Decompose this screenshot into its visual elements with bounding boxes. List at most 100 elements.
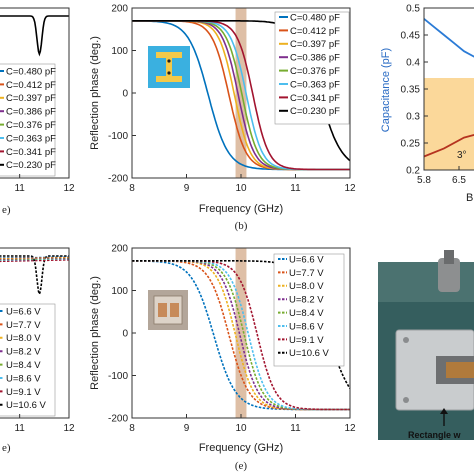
chart-right-top-ytick-6: 0.2: [406, 166, 420, 177]
chart-left-top-legend-label-2: C=0.397 pF: [6, 93, 56, 104]
chart-left-bottom-legend-label-0: U=6.6 V: [6, 306, 41, 317]
chart-e-legend-label-7: U=10.6 V: [289, 348, 330, 359]
chart-left-top-legend-label-7: C=0.230 pF: [6, 160, 56, 171]
chart-e-ytick-3: -100: [108, 371, 128, 382]
chart-right-top-xlabel: B: [466, 192, 473, 204]
photo-label: Rectangle w: [408, 430, 462, 440]
chart-right-top-ytick-5: 0.25: [401, 139, 421, 150]
chart-left-top: C=0.480 pF C=0.412 pF C=0.397 pF C=0.386 pF…: [0, 7, 75, 216]
chart-b-ytick-2: 0: [122, 89, 128, 100]
chart-e-ytick-4: -200: [108, 414, 128, 425]
chart-e-xtick-2: 10: [235, 423, 247, 434]
chart-b-caption: (b): [235, 220, 248, 232]
chart-right-top: 0.5 0.45 0.4 0.35 0.3 0.25 0.25.8 6.5 Capacitan…: [380, 4, 474, 204]
chart-e-band: [235, 248, 247, 418]
chart-left-bottom-legend-label-7: U=10.6 V: [6, 400, 47, 411]
chart-right-top-ytick-0: 0.5: [406, 4, 420, 15]
sample-inset-icon: [148, 290, 188, 330]
chart-left-top-legend-label-4: C=0.376 pF: [6, 120, 56, 131]
chart-b-legend-label-2: C=0.397 pF: [290, 39, 340, 50]
chart-b-series-group: [132, 20, 351, 171]
chart-right-top-ylabel: Capacitance (pF): [380, 48, 392, 132]
chart-left-bottom-legend-label-5: U=8.6 V: [6, 373, 41, 384]
chart-e-legend-label-6: U=9.1 V: [289, 335, 324, 346]
chart-e-xtick-0: 8: [129, 423, 135, 434]
chart-b-ytick-3: -100: [108, 131, 128, 142]
chart-left-bottom-flat-series-1: [0, 256, 70, 260]
chart-right-top-series-0: [423, 18, 474, 58]
chart-right-top-ytick-3: 0.35: [401, 85, 421, 96]
chart-b-xlabel: Frequency (GHz): [199, 203, 283, 215]
chart-left-bottom-flat-series-6: [0, 259, 70, 263]
chart-left-top-legend-label-6: C=0.341 pF: [6, 147, 56, 158]
chart-e-xtick-3: 11: [290, 423, 301, 434]
chart-b-ytick-1: 100: [111, 46, 128, 57]
chart-e-xlabel: Frequency (GHz): [199, 442, 283, 454]
chart-e-xtick-1: 9: [184, 423, 190, 434]
chart-b-xtick-2: 10: [235, 183, 247, 194]
chart-b-ytick-0: 200: [111, 4, 128, 15]
chart-b-legend-label-3: C=0.386 pF: [290, 53, 340, 64]
chart-e-ytick-2: 0: [122, 329, 128, 340]
chart-right-top-series-1: [423, 133, 474, 158]
chart-left-bottom-xtick-1: 12: [63, 423, 75, 434]
chart-b-xtick-0: 8: [129, 183, 135, 194]
chart-left-bottom-panel-label: e): [2, 442, 11, 454]
chart-e-legend-label-3: U=8.2 V: [289, 295, 324, 306]
chart-left-bottom-legend-label-1: U=7.7 V: [6, 320, 41, 331]
chart-left-bottom-legend-label-2: U=8.0 V: [6, 333, 41, 344]
chart-left-bottom-legend-label-6: U=9.1 V: [6, 387, 41, 398]
chart-e-legend-label-0: U=6.6 V: [289, 254, 324, 265]
chart-left-bottom: U=6.6 V U=7.7 V U=8.0 V U=8.2 V U=8.4 V U=8.6…: [0, 247, 75, 454]
unit-cell-icon: [148, 46, 190, 88]
chart-b-ylabel: Reflection phase (deg.): [89, 36, 101, 150]
chart-left-top-legend-label-3: C=0.386 pF: [6, 107, 56, 118]
chart-left-top-panel-label: e): [2, 204, 11, 216]
chart-left-top-dip-curve: [0, 15, 69, 57]
chart-left-bottom-legend-label-4: U=8.4 V: [6, 360, 41, 371]
chart-left-bottom-flat-series-0: [0, 256, 70, 259]
chart-right-top-xtick-0: 5.8: [417, 175, 431, 186]
chart-e-ytick-0: 200: [111, 244, 128, 255]
chart-b-xtick-3: 11: [290, 183, 301, 194]
chart-b-legend-label-6: C=0.341 pF: [290, 93, 340, 104]
chart-left-bottom-legend-label-3: U=8.2 V: [6, 347, 41, 358]
chart-b-xtick-4: 12: [344, 183, 356, 194]
chart-b-legend-label-7: C=0.230 pF: [290, 106, 340, 117]
chart-left-top-xtick-0: 11: [14, 183, 25, 194]
chart-e-caption: (e): [235, 460, 248, 472]
chart-b-ticks: 8 9 10 11 12 200 100 0 -100 -200: [108, 4, 356, 195]
chart-b-ytick-4: -200: [108, 174, 128, 185]
chart-right-top-ytick-1: 0.45: [401, 31, 421, 42]
chart-right-top-ytick-4: 0.3: [406, 112, 420, 123]
chart-right-top-xtick-1: 6.5: [452, 175, 466, 186]
chart-b-legend-label-1: C=0.412 pF: [290, 26, 340, 37]
chart-left-bottom-dip-curve: [0, 255, 69, 297]
chart-e-ticks: 8 9 10 11 12 200 100 0 -100 -200: [108, 244, 356, 435]
chart-e-legend: U=6.6 V U=7.7 V U=8.0 V U=8.2 V U=8.4 V U=8.6…: [273, 253, 345, 367]
chart-b-legend: C=0.480 pF C=0.412 pF C=0.397 pF C=0.386 pF…: [274, 11, 350, 125]
chart-e-xtick-4: 12: [344, 423, 356, 434]
waveguide-photo: Rectangle w: [378, 250, 474, 440]
chart-e-series-0: [132, 260, 350, 411]
chart-right-top-annotation: 3°: [457, 150, 467, 161]
chart-left-top-legend-label-5: C=0.363 pF: [6, 133, 56, 144]
chart-e-legend-label-1: U=7.7 V: [289, 268, 324, 279]
chart-e-legend-label-5: U=8.6 V: [289, 321, 324, 332]
chart-left-top-legend-label-1: C=0.412 pF: [6, 80, 56, 91]
chart-e-legend-label-4: U=8.4 V: [289, 308, 324, 319]
chart-e-legend-label-2: U=8.0 V: [289, 281, 324, 292]
chart-e-ytick-1: 100: [111, 286, 128, 297]
chart-b-legend-label-4: C=0.376 pF: [290, 66, 340, 77]
chart-e-ylabel: Reflection phase (deg.): [89, 276, 101, 390]
chart-b-xtick-1: 9: [184, 183, 190, 194]
chart-left-top-legend-label-0: C=0.480 pF: [6, 66, 56, 77]
chart-right-top-ytick-2: 0.4: [406, 58, 420, 69]
chart-left-bottom-xtick-0: 11: [14, 423, 25, 434]
chart-b-legend-label-0: C=0.480 pF: [290, 12, 340, 23]
chart-right-top-shade: [424, 78, 474, 170]
chart-left-top-xtick-1: 12: [63, 183, 75, 194]
